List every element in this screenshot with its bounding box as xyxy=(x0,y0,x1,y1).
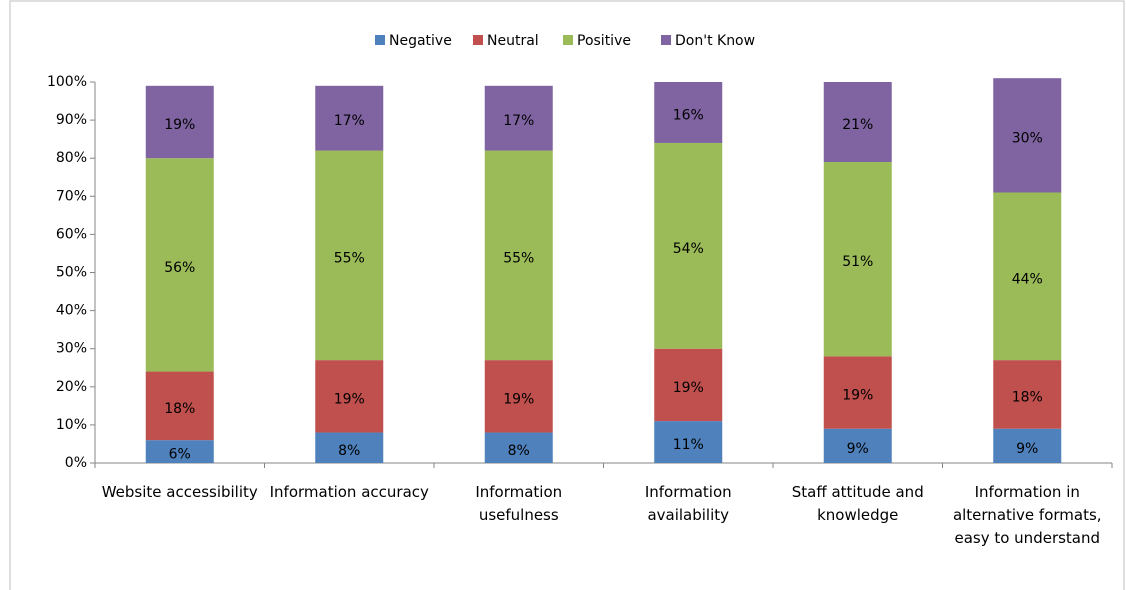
data-label: 16% xyxy=(673,107,704,123)
data-label: 30% xyxy=(1012,130,1043,146)
legend-label: Positive xyxy=(577,33,631,49)
bar-segment xyxy=(484,150,553,361)
data-label: 9% xyxy=(1016,441,1038,457)
data-label: 19% xyxy=(503,391,534,407)
bar-segment xyxy=(145,158,214,372)
data-label: 19% xyxy=(334,391,365,407)
bar-segment xyxy=(654,142,723,349)
bar-segment xyxy=(315,360,384,433)
bar-segment xyxy=(993,360,1062,429)
bar-segment xyxy=(993,428,1062,463)
bar-segment xyxy=(823,162,892,357)
data-label: 55% xyxy=(334,250,365,266)
data-label: 11% xyxy=(673,437,704,453)
y-tick-label: 10% xyxy=(56,417,87,433)
data-label: 8% xyxy=(508,443,530,459)
data-label: 9% xyxy=(847,441,869,457)
bar-segment xyxy=(654,348,723,422)
bar-segment xyxy=(654,421,723,463)
bar-segment xyxy=(315,85,384,151)
data-label: 17% xyxy=(503,113,534,129)
data-label: 19% xyxy=(673,380,704,396)
bar-segment xyxy=(823,82,892,163)
data-label: 19% xyxy=(842,388,873,404)
legend-swatch xyxy=(375,35,385,45)
data-label: 56% xyxy=(164,260,195,276)
bar-segment xyxy=(823,428,892,463)
bar-segment xyxy=(315,432,384,463)
legend-label: Negative xyxy=(389,33,452,49)
bar-segment xyxy=(484,432,553,463)
data-label: 51% xyxy=(842,254,873,270)
data-label: 21% xyxy=(842,117,873,133)
data-label: 19% xyxy=(164,117,195,133)
y-tick-label: 60% xyxy=(56,226,87,242)
y-tick-label: 20% xyxy=(56,379,87,395)
y-tick-label: 50% xyxy=(56,265,87,281)
y-tick-label: 40% xyxy=(56,303,87,319)
bar-segment xyxy=(145,440,214,463)
data-label: 54% xyxy=(673,241,704,257)
data-label: 18% xyxy=(164,401,195,417)
legend-swatch xyxy=(661,35,671,45)
legend-label: Neutral xyxy=(487,33,539,49)
data-label: 6% xyxy=(169,447,191,463)
bar-segment xyxy=(823,356,892,429)
y-tick-label: 70% xyxy=(56,188,87,204)
bar-segment xyxy=(993,192,1062,361)
bar-segment xyxy=(484,360,553,433)
y-tick-label: 100% xyxy=(47,74,87,90)
data-label: 55% xyxy=(503,250,534,266)
x-tick-label: Information in alternative formats, easy… xyxy=(952,483,1102,547)
bar-segment xyxy=(654,82,723,143)
x-tick-label: Staff attitude and knowledge xyxy=(791,483,924,524)
data-label: 44% xyxy=(1012,271,1043,287)
bar-segment xyxy=(145,85,214,159)
bar-segment xyxy=(993,78,1062,193)
x-tick-label: Information availability xyxy=(644,483,732,524)
x-tick-label: Website accessibility xyxy=(101,483,258,501)
y-tick-label: 90% xyxy=(56,112,87,128)
y-tick-label: 0% xyxy=(65,455,87,471)
data-label: 17% xyxy=(334,113,365,129)
bar-segment xyxy=(484,85,553,151)
chart-border xyxy=(9,0,1125,590)
bar-segment xyxy=(145,371,214,441)
x-tick-label: Information usefulness xyxy=(475,483,563,524)
data-label: 8% xyxy=(338,443,360,459)
y-tick-label: 80% xyxy=(56,150,87,166)
legend-swatch xyxy=(563,35,573,45)
y-tick-label: 30% xyxy=(56,341,87,357)
legend-swatch xyxy=(473,35,483,45)
x-tick-label: Information accuracy xyxy=(269,483,429,501)
bar-segment xyxy=(315,150,384,361)
legend-label: Don't Know xyxy=(675,33,755,49)
data-label: 18% xyxy=(1012,389,1043,405)
